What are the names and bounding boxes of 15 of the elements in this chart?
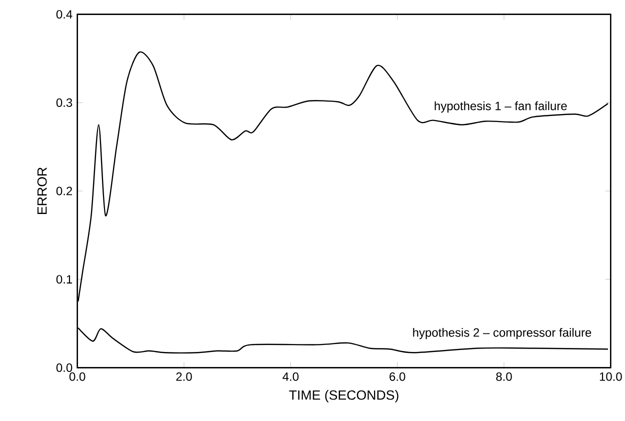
- x-tick-label: 4.0: [282, 372, 299, 381]
- series-label: hypothesis 1 – fan failure: [434, 101, 567, 113]
- x-tick-label: 6.0: [390, 372, 406, 381]
- x-axis-title: TIME (SECONDS): [289, 390, 398, 402]
- y-axis-title: ERROR: [37, 168, 47, 214]
- y-tick-label: 0.4: [56, 10, 72, 19]
- x-tick-label: 10.0: [600, 372, 622, 381]
- x-tick-label: 8.0: [496, 372, 512, 381]
- y-tick-label: 0.0: [56, 363, 72, 372]
- y-tick-label: 0.1: [56, 275, 72, 284]
- y-tick-label: 0.3: [56, 98, 72, 107]
- y-tick-label: 0.2: [56, 186, 72, 196]
- x-tick-label: 0.0: [69, 372, 86, 381]
- x-tick-label: 2.0: [176, 372, 192, 381]
- series-label: hypothesis 2 – compressor failure: [413, 328, 592, 340]
